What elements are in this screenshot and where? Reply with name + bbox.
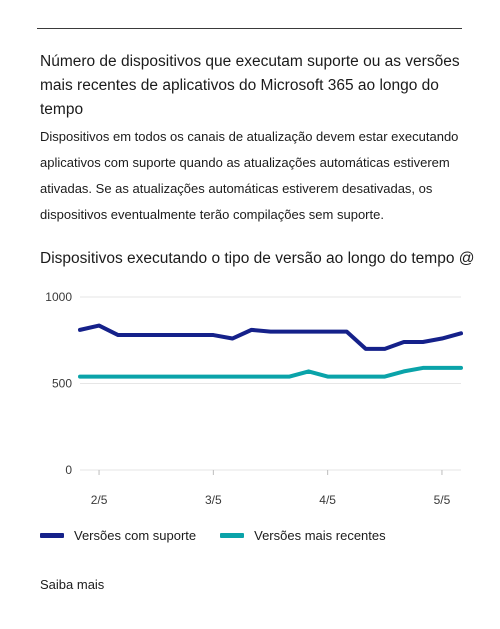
card-description: Dispositivos em todos os canais de atual…	[40, 129, 459, 222]
chart-axes: 0 500 1000 2/5 3/5 4/5 5/5	[45, 290, 450, 507]
y-tick-label-500: 500	[52, 377, 72, 391]
legend-label-supported: Versões com suporte	[74, 528, 197, 543]
x-tick-label-3: 5/5	[434, 493, 451, 507]
chart-legend: Versões com suporte Versões mais recente…	[40, 528, 410, 543]
card-title: Número de dispositivos que executam supo…	[40, 53, 460, 118]
line-chart: 0 500 1000 2/5 3/5 4/5 5/5	[45, 290, 463, 507]
series-line-0[interactable]	[78, 323, 463, 351]
y-tick-label-0: 0	[65, 463, 72, 477]
legend-swatch-latest	[220, 533, 245, 538]
series-line-1[interactable]	[78, 365, 463, 379]
legend-item-latest[interactable]: Versões mais recentes	[220, 528, 386, 543]
chart-title: Dispositivos executando o tipo de versão…	[40, 250, 475, 267]
legend-swatch-supported	[40, 533, 64, 538]
top-divider	[37, 28, 462, 29]
y-tick-label-1000: 1000	[45, 290, 72, 304]
chart-series	[78, 323, 463, 379]
x-tick-label-0: 2/5	[91, 493, 108, 507]
x-tick-label-1: 3/5	[205, 493, 222, 507]
learn-more-link[interactable]: Saiba mais	[40, 577, 105, 592]
legend-item-supported[interactable]: Versões com suporte	[40, 528, 196, 543]
x-tick-label-2: 4/5	[319, 493, 336, 507]
chart-grid	[80, 296, 461, 471]
legend-label-latest: Versões mais recentes	[254, 528, 386, 543]
